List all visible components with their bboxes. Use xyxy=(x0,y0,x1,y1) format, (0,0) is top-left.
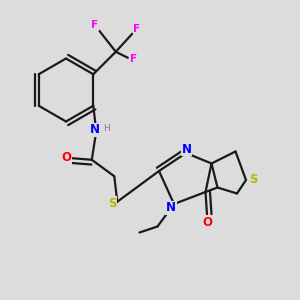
Text: F: F xyxy=(130,54,137,64)
Text: S: S xyxy=(249,173,258,186)
Text: S: S xyxy=(108,197,116,210)
Text: N: N xyxy=(182,143,192,156)
Text: F: F xyxy=(91,20,98,30)
Text: N: N xyxy=(90,123,100,136)
Text: F: F xyxy=(133,24,140,34)
Text: H: H xyxy=(103,124,110,133)
Text: O: O xyxy=(202,215,212,229)
Text: N: N xyxy=(166,201,176,214)
Text: O: O xyxy=(61,151,71,164)
